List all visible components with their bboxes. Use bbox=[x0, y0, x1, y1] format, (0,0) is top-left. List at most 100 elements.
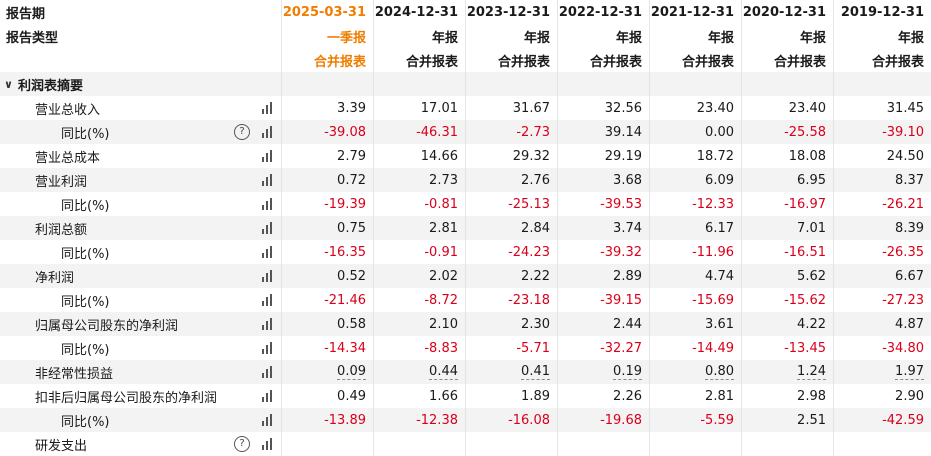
value-text: -15.69 bbox=[692, 292, 734, 308]
value-cell: -32.27 bbox=[558, 336, 650, 360]
period-text: 2022-12-31 bbox=[558, 4, 642, 20]
value-cell: -12.38 bbox=[374, 408, 466, 432]
value-cell: 2.90 bbox=[834, 384, 931, 408]
value-cell: -42.59 bbox=[834, 408, 931, 432]
period-header[interactable]: 2019-12-31 bbox=[834, 0, 931, 24]
period-header[interactable]: 2021-12-31 bbox=[650, 0, 742, 24]
value-cell: -24.23 bbox=[466, 240, 558, 264]
value-cell: 29.32 bbox=[466, 144, 558, 168]
value-cell: -39.32 bbox=[558, 240, 650, 264]
value-cell: 8.37 bbox=[834, 168, 931, 192]
bar-chart-icon[interactable] bbox=[261, 198, 273, 210]
bar-chart-icon[interactable] bbox=[261, 318, 273, 330]
chevron-down-icon[interactable]: ∨ bbox=[4, 77, 13, 91]
value-cell: 2.02 bbox=[374, 264, 466, 288]
statement-type: 合并报表 bbox=[650, 48, 742, 72]
statement-type-text: 合并报表 bbox=[405, 54, 458, 70]
table-row: 同比(%) -14.34 -8.83 -5.71 -32.27 -14.49 -13.45 -… bbox=[0, 336, 931, 360]
section-toggle[interactable]: ∨ 利润表摘要 bbox=[0, 72, 282, 96]
value-text: 2.90 bbox=[895, 388, 924, 404]
value-text: 31.45 bbox=[886, 100, 924, 116]
value-text: 3.74 bbox=[613, 220, 642, 236]
table-row: 营业利润 0.72 2.73 2.76 3.68 6.09 6.95 8.37 bbox=[0, 168, 931, 192]
value-cell: -12.33 bbox=[650, 192, 742, 216]
period-header[interactable]: 2025-03-31 bbox=[282, 0, 374, 24]
value-cell: -8.72 bbox=[374, 288, 466, 312]
report-kind: 年报 bbox=[466, 24, 558, 48]
bar-chart-icon[interactable] bbox=[261, 294, 273, 306]
value-cell: 6.17 bbox=[650, 216, 742, 240]
value-cell: -19.68 bbox=[558, 408, 650, 432]
help-icon[interactable]: ? bbox=[234, 124, 250, 140]
value-cell: 2.79 bbox=[282, 144, 374, 168]
value-cell: -5.71 bbox=[466, 336, 558, 360]
value-cell: -27.23 bbox=[834, 288, 931, 312]
value-text: 39.14 bbox=[604, 124, 642, 140]
value-text: 2.22 bbox=[521, 268, 550, 284]
value-text: -27.23 bbox=[882, 292, 924, 308]
row-label-cell: 扣非后归属母公司股东的净利润 bbox=[0, 384, 282, 408]
value-text: 18.08 bbox=[788, 148, 826, 164]
value-cell: 3.68 bbox=[558, 168, 650, 192]
statement-type-text: 合并报表 bbox=[681, 54, 734, 70]
value-text: -42.59 bbox=[882, 412, 924, 428]
section-header-row[interactable]: ∨ 利润表摘要 bbox=[0, 72, 931, 96]
table-row: 同比(%) -21.46 -8.72 -23.18 -39.15 -15.69 -15.62… bbox=[0, 288, 931, 312]
value-text: 2.89 bbox=[613, 268, 642, 284]
value-text: 0.52 bbox=[337, 268, 366, 284]
value-cell: 17.01 bbox=[374, 96, 466, 120]
section-empty-cell bbox=[834, 72, 931, 96]
bar-chart-icon[interactable] bbox=[261, 366, 273, 378]
value-text: 0.49 bbox=[337, 388, 366, 404]
value-text: -16.97 bbox=[784, 196, 826, 212]
report-kind-text: 年报 bbox=[615, 30, 642, 46]
row-label-cell: 营业利润 bbox=[0, 168, 282, 192]
bar-chart-icon[interactable] bbox=[261, 390, 273, 402]
bar-chart-icon[interactable] bbox=[261, 102, 273, 114]
value-cell: 23.40 bbox=[742, 96, 834, 120]
value-cell: -16.51 bbox=[742, 240, 834, 264]
value-cell: -8.83 bbox=[374, 336, 466, 360]
report-kind-text: 一季报 bbox=[326, 30, 366, 46]
period-header[interactable]: 2020-12-31 bbox=[742, 0, 834, 24]
value-text: -26.35 bbox=[882, 244, 924, 260]
value-text: 0.44 bbox=[429, 364, 458, 380]
value-cell: -14.49 bbox=[650, 336, 742, 360]
value-text: -8.83 bbox=[424, 340, 458, 356]
section-title: 利润表摘要 bbox=[18, 78, 84, 94]
value-cell: 31.45 bbox=[834, 96, 931, 120]
value-cell bbox=[374, 432, 466, 456]
statement-type-text: 合并报表 bbox=[589, 54, 642, 70]
period-header[interactable]: 2024-12-31 bbox=[374, 0, 466, 24]
bar-chart-icon[interactable] bbox=[261, 222, 273, 234]
row-label-cell: 同比(%) bbox=[0, 336, 282, 360]
bar-chart-icon[interactable] bbox=[261, 126, 273, 138]
period-header[interactable]: 2022-12-31 bbox=[558, 0, 650, 24]
section-empty-cell bbox=[282, 72, 374, 96]
help-icon[interactable]: ? bbox=[234, 436, 250, 452]
bar-chart-icon[interactable] bbox=[261, 438, 273, 450]
value-text: -39.53 bbox=[600, 196, 642, 212]
value-text: 4.22 bbox=[797, 316, 826, 332]
row-label-cell: 同比(%) bbox=[0, 192, 282, 216]
value-text: 7.01 bbox=[797, 220, 826, 236]
header-row-statement: 合并报表 合并报表 合并报表 合并报表 合并报表 合并报表 合并报表 bbox=[0, 48, 931, 72]
bar-chart-icon[interactable] bbox=[261, 342, 273, 354]
value-cell: 0.09 bbox=[282, 360, 374, 384]
value-text: 24.50 bbox=[886, 148, 924, 164]
value-cell: 2.84 bbox=[466, 216, 558, 240]
bar-chart-icon[interactable] bbox=[261, 174, 273, 186]
value-cell: 0.80 bbox=[650, 360, 742, 384]
bar-chart-icon[interactable] bbox=[261, 414, 273, 426]
bar-chart-icon[interactable] bbox=[261, 270, 273, 282]
value-cell: -15.62 bbox=[742, 288, 834, 312]
bar-chart-icon[interactable] bbox=[261, 150, 273, 162]
period-header[interactable]: 2023-12-31 bbox=[466, 0, 558, 24]
value-cell: 32.56 bbox=[558, 96, 650, 120]
report-kind-text: 年报 bbox=[707, 30, 734, 46]
value-cell: 0.19 bbox=[558, 360, 650, 384]
bar-chart-icon[interactable] bbox=[261, 246, 273, 258]
statement-type-text: 合并报表 bbox=[871, 54, 924, 70]
value-cell: -46.31 bbox=[374, 120, 466, 144]
value-text: -15.62 bbox=[784, 292, 826, 308]
